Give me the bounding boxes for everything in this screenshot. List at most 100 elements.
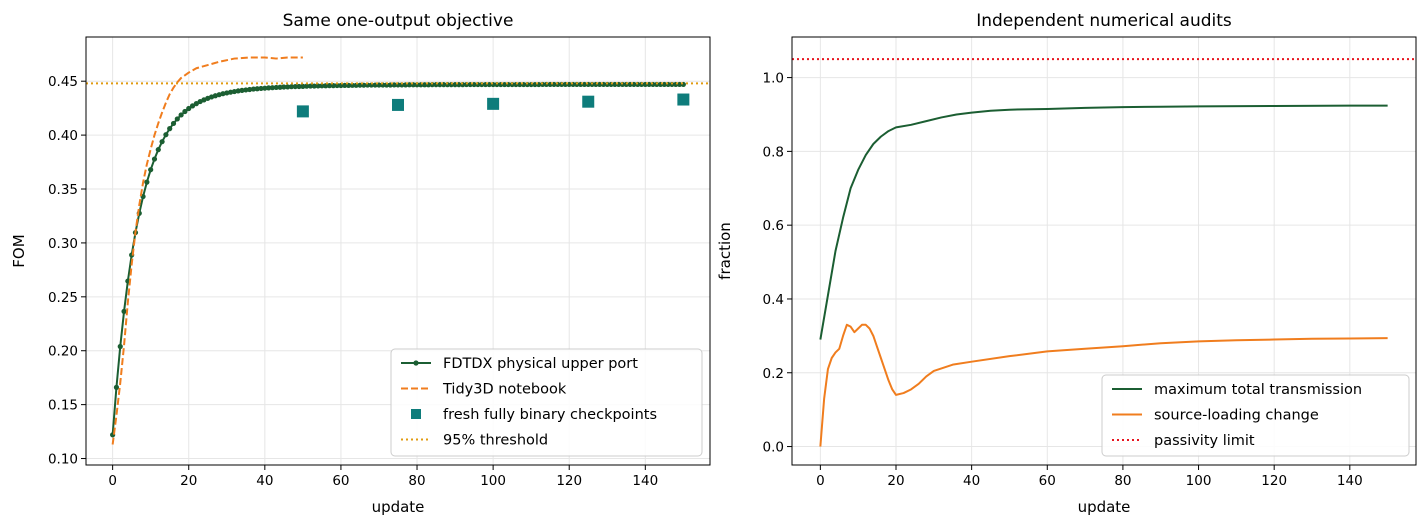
x-tick-label: 140 [632,473,658,489]
series-point [311,83,317,89]
series-point [273,84,279,91]
y-tick-label: 0.25 [48,290,78,306]
series-point [654,81,660,88]
checkpoint-marker [582,95,595,108]
series-point [323,83,329,89]
y-tick-label: 0.40 [48,128,78,144]
series-point [151,156,158,162]
x-axis-label: update [1078,498,1131,516]
x-tick-label: 120 [556,473,582,489]
series-point [182,108,188,115]
series-point [288,84,295,90]
series-point [581,81,588,88]
legend: maximum total transmission source-loading… [1101,374,1410,457]
x-tick-label: 120 [1261,473,1287,489]
series-point [399,82,405,88]
checkpoint-marker [677,93,690,106]
x-tick-label: 80 [408,473,425,489]
axes-frame [791,36,1417,466]
y-tick-label: 0.4 [763,292,784,308]
plot-area [792,58,1416,447]
x-axis-label: update [372,498,425,516]
series-point [509,81,515,88]
series-point [167,126,173,132]
series-point [429,82,435,88]
series-point [281,84,287,90]
series-line-2 [111,56,303,445]
series-point [239,87,245,93]
chart-title: Same one-output objective [283,11,514,31]
series-point [661,81,667,88]
series-point [304,83,310,89]
series-point [144,179,150,185]
series-point [277,84,283,90]
legend-label: FDTDX physical upper port [443,356,638,372]
legend-item: FDTDX physical upper port [401,356,638,372]
y-tick-label: 0.45 [48,74,78,90]
series-point [296,83,302,90]
series-point [300,83,306,89]
legend-item: fresh fully binary checkpoints [411,407,657,423]
x-tick-label: 20 [887,473,904,489]
axes-frame [85,36,711,466]
y-tick-label: 0.10 [48,452,78,468]
x-tick-label: 0 [816,473,825,489]
legend-box [1101,374,1410,457]
y-tick-label: 0.6 [763,218,784,234]
x-tick-label: 40 [963,473,980,489]
series-point [235,88,241,94]
series-point [494,81,500,88]
series-line-1 [819,104,1388,340]
series-point [148,167,154,173]
x-tick-label: 100 [1186,473,1212,489]
series-point [247,86,253,93]
series-point [117,343,123,350]
series-point [292,83,298,90]
legend-label: maximum total transmission [1154,382,1362,398]
y-tick-label: 0.0 [763,440,784,456]
series-point [121,308,127,314]
legend-item: Tidy3D notebook [401,382,567,398]
series-point [243,87,249,93]
legend-item: passivity limit [1112,433,1255,449]
legend-item: maximum total transmission [1112,382,1362,398]
series-point [589,81,595,88]
series-point [113,384,120,390]
series-point [189,103,196,109]
series-line-2 [819,323,1388,447]
series-point [574,81,580,88]
x-tick-label: 140 [1337,473,1363,489]
legend-item: source-loading change [1112,408,1319,424]
x-tick-label: 60 [332,473,349,489]
series-point [319,83,325,89]
series-point [250,86,257,92]
legend: FDTDX physical upper port Tidy3D notebook… [390,348,703,457]
legend-label: fresh fully binary checkpoints [443,407,657,423]
series-point [174,116,180,122]
series-point [163,132,169,138]
y-tick-label: 0.30 [48,236,78,252]
series-point [155,147,161,153]
y-axis-label: FOM [10,234,28,267]
series-point [285,84,291,90]
series-point [269,85,276,91]
series-point [266,85,272,91]
series-point [315,83,321,89]
series-point [597,81,603,88]
y-tick-label: 0.8 [763,144,784,160]
series-point [486,81,492,88]
series-point [262,85,268,91]
series-point [676,81,683,88]
legend-box [390,348,703,457]
series-point [258,85,264,92]
series-point [479,81,485,88]
legend-label: 95% threshold [443,433,548,449]
y-tick-label: 0.2 [763,366,784,382]
y-tick-label: 0.35 [48,182,78,198]
series-point [414,82,420,88]
chart-panel-2: 0 20 40 60 80 100 120 140 0.0 0.2 0.4 0.6 0.8 1.0 Inde… [716,11,1417,516]
series-point [254,86,260,92]
x-tick-label: 80 [1114,473,1131,489]
y-tick-label: 0.20 [48,344,78,360]
plot-area [86,56,710,445]
